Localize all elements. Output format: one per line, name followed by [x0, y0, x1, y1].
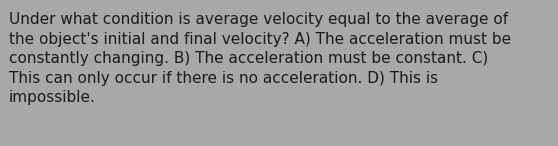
Text: Under what condition is average velocity equal to the average of
the object's in: Under what condition is average velocity…: [9, 12, 511, 105]
